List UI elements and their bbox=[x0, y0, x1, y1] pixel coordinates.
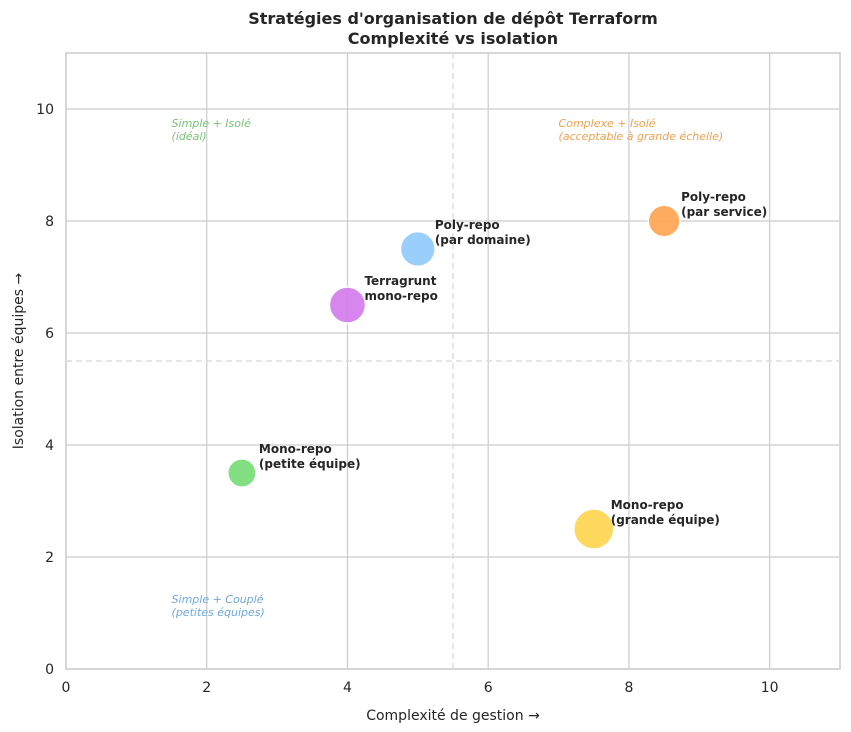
y-tick-label: 6 bbox=[45, 326, 54, 342]
point-label: Mono-repo bbox=[259, 442, 332, 456]
data-point bbox=[328, 286, 367, 324]
quadrant-annotation: (idéal) bbox=[172, 130, 207, 143]
y-tick-label: 4 bbox=[45, 438, 54, 454]
quadrant-annotation: Simple + Couplé bbox=[172, 593, 264, 606]
y-tick-label: 0 bbox=[45, 662, 54, 678]
x-tick-label: 10 bbox=[761, 680, 779, 696]
chart-title: Complexité vs isolation bbox=[348, 29, 558, 48]
point-label: Terragrunt bbox=[364, 274, 436, 288]
chart-title: Stratégies d'organisation de dépôt Terra… bbox=[248, 9, 658, 28]
point-label: (petite équipe) bbox=[259, 457, 361, 471]
quadrant-annotation: (petites équipes) bbox=[172, 606, 265, 619]
x-tick-label: 2 bbox=[202, 680, 211, 696]
x-tick-label: 8 bbox=[624, 680, 633, 696]
point-label: Mono-repo bbox=[611, 498, 684, 512]
point-label: (par domaine) bbox=[435, 233, 531, 247]
data-point bbox=[572, 508, 615, 550]
y-tick-label: 10 bbox=[36, 102, 54, 118]
data-point bbox=[399, 230, 436, 268]
y-tick-label: 2 bbox=[45, 550, 54, 566]
y-tick-label: 8 bbox=[45, 214, 54, 230]
x-tick-label: 6 bbox=[484, 680, 493, 696]
point-label: Poly-repo bbox=[435, 218, 500, 232]
point-label: (par service) bbox=[681, 205, 767, 219]
x-axis-label: Complexité de gestion → bbox=[366, 708, 540, 724]
x-tick-label: 0 bbox=[62, 680, 71, 696]
y-axis-label: Isolation entre équipes → bbox=[11, 273, 27, 450]
quadrant-annotation: Simple + Isolé bbox=[172, 117, 252, 130]
quadrant-annotation: Complexe + Isolé bbox=[559, 117, 656, 130]
point-label: mono-repo bbox=[364, 289, 437, 303]
data-point bbox=[227, 458, 257, 488]
quadrant-annotation: (acceptable à grande échelle) bbox=[559, 130, 724, 143]
data-point bbox=[647, 204, 681, 238]
point-label: Poly-repo bbox=[681, 190, 746, 204]
point-label: (grande équipe) bbox=[611, 513, 720, 527]
x-tick-label: 4 bbox=[343, 680, 352, 696]
